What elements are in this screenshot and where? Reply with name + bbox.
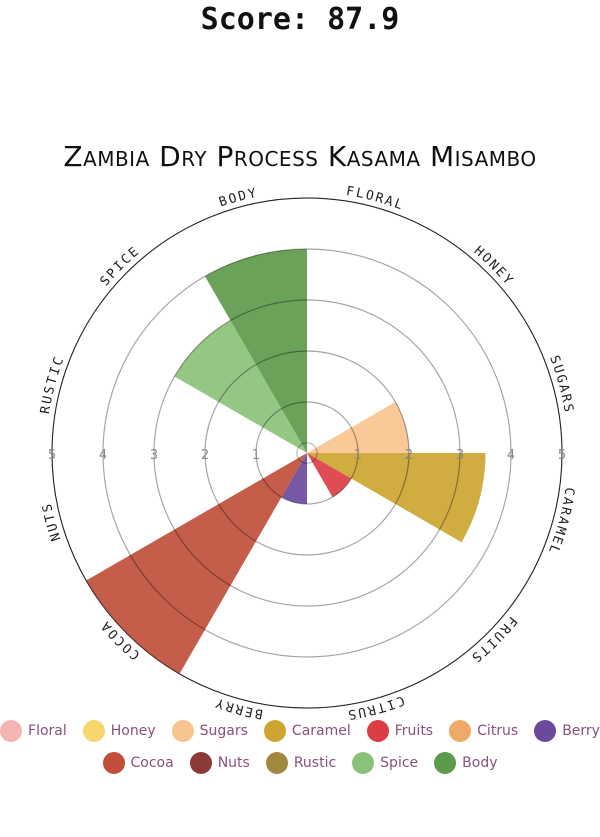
legend-label: Spice: [380, 755, 419, 771]
bar-sugars: [307, 402, 409, 453]
grid-ring-2: [204, 350, 410, 556]
legend-label: Fruits: [394, 723, 434, 739]
axis-label-floral: FLORAL: [345, 184, 406, 214]
tick-label: 5: [558, 448, 566, 463]
bar-fruits: [307, 453, 352, 498]
tick-label: 3: [456, 448, 464, 463]
legend-swatch: [82, 720, 105, 742]
tick-label: 4: [507, 448, 515, 463]
legend-label: Nuts: [217, 755, 250, 771]
grid-ring-5: [51, 197, 563, 709]
legend-swatch: [0, 720, 23, 742]
axis-label-sugars: SUGARS: [546, 354, 576, 415]
legend-label: Citrus: [477, 723, 519, 739]
tick-label: 2: [405, 448, 413, 463]
legend-swatch: [102, 752, 125, 774]
legend-swatch: [265, 752, 288, 774]
legend-label: Berry: [562, 723, 600, 739]
axis-label-fruits: FRUITS: [467, 613, 520, 666]
axis-label-spice: SPICE: [98, 244, 144, 290]
legend-item-cocoa[interactable]: Cocoa: [102, 752, 174, 774]
legend-swatch: [352, 752, 375, 774]
legend-row-2: Cocoa Nuts Rustic Spice Body: [0, 752, 600, 774]
tick-label: 4: [99, 448, 107, 463]
tick-label: 5: [48, 448, 56, 463]
axis-label-nuts: NUTS: [40, 501, 65, 543]
score-text: Score: 87.9: [200, 2, 400, 37]
legend-swatch: [189, 752, 212, 774]
legend-label: Caramel: [291, 723, 351, 739]
legend-label: Rustic: [293, 755, 337, 771]
legend-item-berry[interactable]: Berry: [534, 720, 600, 742]
tick-label: 2: [201, 448, 209, 463]
grid-ring-4: [102, 248, 512, 658]
legend-swatch: [449, 720, 472, 742]
legend-item-rustic[interactable]: Rustic: [265, 752, 337, 774]
grid-ring-1: [255, 401, 359, 505]
outer-ring: [51, 197, 563, 709]
legend-swatch: [434, 752, 457, 774]
axis-label-citrus: CITRUS: [345, 692, 406, 722]
bar-body: [205, 249, 307, 453]
chart-title: Zambia Dry Process Kasama Misambo: [63, 140, 537, 173]
bar-cocoa: [86, 453, 308, 674]
legend-item-floral[interactable]: Floral: [0, 720, 67, 742]
legend-label: Cocoa: [130, 755, 174, 771]
legend-swatch: [534, 720, 557, 742]
grid-ring-3: [153, 299, 461, 607]
bar-berry: [281, 453, 307, 504]
legend-swatch: [366, 720, 389, 742]
legend-label: Body: [462, 755, 498, 771]
legend-item-nuts[interactable]: Nuts: [189, 752, 250, 774]
grid-ring-inner: [296, 442, 318, 464]
tick-label: 1: [354, 448, 362, 463]
tick-label: 3: [150, 448, 158, 463]
legend-item-body[interactable]: Body: [434, 752, 498, 774]
bar-caramel: [307, 453, 486, 543]
legend-swatch: [263, 720, 286, 742]
legend-item-spice[interactable]: Spice: [352, 752, 418, 774]
axis-label-body: BODY: [217, 186, 259, 211]
legend-item-fruits[interactable]: Fruits: [366, 720, 434, 742]
legend-label: Sugars: [199, 723, 248, 739]
tick-label: 1: [252, 448, 260, 463]
legend-label: Floral: [28, 723, 67, 739]
legend-item-sugars[interactable]: Sugars: [171, 720, 248, 742]
legend-item-honey[interactable]: Honey: [82, 720, 156, 742]
legend-row-1: Floral Honey Sugars Caramel Fruits Citrus Berr…: [0, 720, 600, 742]
axis-label-honey: HONEY: [471, 244, 517, 290]
axis-label-caramel: CARAMEL: [544, 486, 576, 557]
legend-item-caramel[interactable]: Caramel: [263, 720, 351, 742]
legend-swatch: [171, 720, 194, 742]
bar-spice: [174, 320, 307, 453]
legend-label: Honey: [110, 723, 156, 739]
legend-item-citrus[interactable]: Citrus: [449, 720, 518, 742]
axis-label-rustic: RUSTIC: [38, 354, 68, 415]
